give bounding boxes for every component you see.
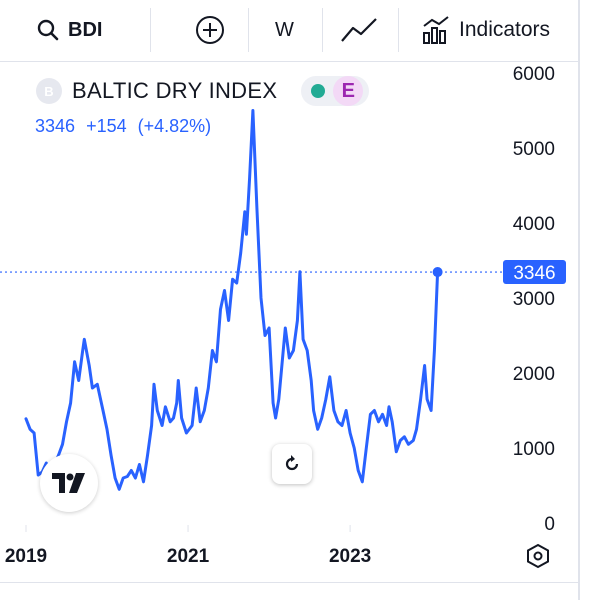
x-tick-label: 2021 [167,546,210,567]
x-tick-label: 2023 [329,546,371,567]
market-status-pill[interactable]: E [301,76,370,106]
chart-right-border [578,0,580,600]
chart-type-button[interactable] [340,0,378,60]
last-price-label: 3346 [513,263,555,284]
last-price-label-bg [503,260,566,285]
chart-toolbar: BDI W Indicators [0,0,600,60]
chart-pane[interactable] [0,61,580,601]
chart-settings-button[interactable] [522,540,554,572]
bottom-divider [0,582,580,583]
timeframe-button[interactable]: W [275,0,294,60]
line-chart-icon [341,18,377,42]
x-tick-label: 2019 [5,546,47,567]
tradingview-logo[interactable] [40,454,98,512]
price-line-series [24,109,440,491]
series-title: BALTIC DRY INDEX [72,78,278,103]
symbol-label: BDI [68,18,103,41]
toolbar-divider [322,8,323,52]
compare-symbol-button[interactable] [194,0,226,60]
toolbar-divider [398,8,399,52]
rotate-icon [285,455,299,471]
price-chart[interactable]: 0 1000 2000 3000 4000 5000 6000 2019 2021 2023 334… [0,0,580,600]
y-tick-label: 3000 [513,289,555,310]
y-tick-label: 5000 [513,139,555,160]
toolbar-divider [150,8,151,52]
series-legend: B BALTIC DRY INDEX E [36,76,370,106]
price-change-percent: (+4.82%) [137,116,212,136]
indicators-label: Indicators [459,18,551,41]
indicators-button[interactable]: Indicators [421,0,550,60]
search-icon [37,19,59,41]
tradingview-logo-icon [52,473,85,493]
last-price: 3346 [35,116,76,136]
reset-chart-button[interactable] [272,444,312,484]
symbol-logo-icon: B [36,78,62,104]
market-open-dot-icon [311,84,326,98]
last-price-marker [432,267,443,278]
settings-gear-icon [527,543,549,569]
price-change: +154 [86,116,127,136]
quote-line: 3346 +154 (+4.82%) [35,116,217,137]
symbol-search-button[interactable]: BDI [36,0,102,60]
symbol-logo-letter: B [44,83,54,99]
y-tick-label: 1000 [513,439,555,460]
y-tick-label: 6000 [513,64,555,85]
toolbar-divider [248,8,249,52]
earnings-badge: E [333,76,364,106]
y-tick-label: 0 [544,514,555,535]
timeframe-label: W [275,18,294,41]
indicators-icon [423,16,449,44]
y-tick-label: 2000 [513,364,555,385]
y-tick-label: 4000 [513,214,555,235]
plus-circle-icon [196,16,224,44]
